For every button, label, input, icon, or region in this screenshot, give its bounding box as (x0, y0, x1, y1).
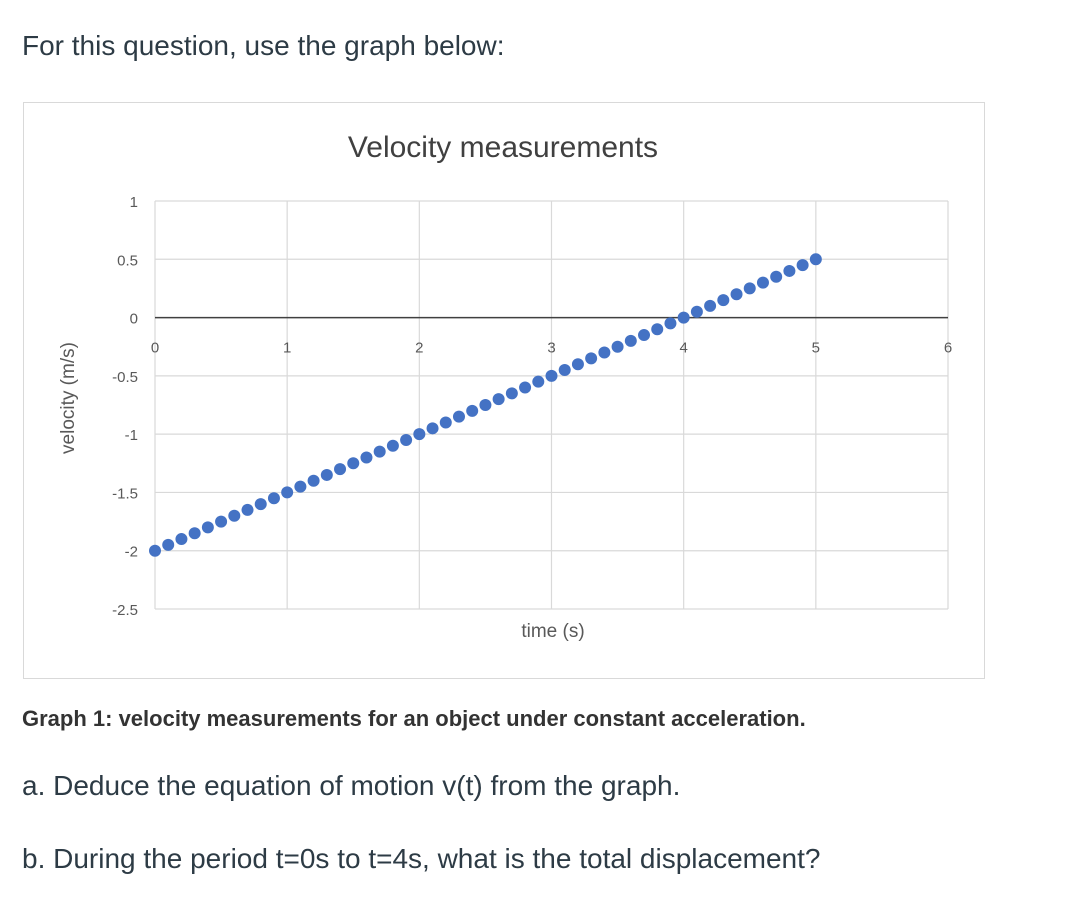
x-tick-label: 0 (151, 340, 159, 357)
y-tick-label: 0 (130, 311, 138, 328)
data-point (743, 282, 756, 295)
y-tick-label: 1 (130, 194, 138, 211)
data-point (571, 358, 584, 371)
velocity-chart: Velocity measurements 1 0.5 0 -0.5 -1 -1.5 -2 -… (58, 131, 952, 642)
data-point (717, 294, 730, 307)
data-point (215, 515, 228, 528)
data-point (638, 329, 651, 342)
data-point (254, 498, 267, 511)
data-point (201, 521, 214, 534)
y-tick-labels: 1 0.5 0 -0.5 -1 -1.5 -2 -2.5 (112, 194, 138, 619)
data-point (809, 253, 822, 266)
data-point (532, 375, 545, 388)
x-tick-label: 5 (812, 340, 820, 357)
x-axis-label: time (s) (521, 621, 584, 642)
data-point (373, 445, 386, 458)
x-tick-label: 2 (415, 340, 423, 357)
y-tick-label: -2 (125, 544, 138, 561)
data-points (149, 253, 822, 557)
data-point (347, 457, 360, 470)
question-b: b. During the period t=0s to t=4s, what … (22, 843, 821, 874)
data-point (228, 509, 241, 522)
data-point (651, 323, 664, 336)
grid-lines (154, 200, 949, 610)
y-tick-label: -1 (125, 427, 138, 444)
data-point (558, 364, 571, 377)
y-tick-label: -0.5 (112, 369, 138, 386)
data-point (730, 288, 743, 301)
data-point (690, 305, 703, 318)
data-point (796, 259, 809, 272)
data-point (519, 381, 532, 394)
intro-text: For this question, use the graph below: (22, 30, 505, 61)
question-a: a. Deduce the equation of motion v(t) fr… (22, 770, 681, 801)
data-point (386, 439, 399, 452)
data-point (545, 369, 558, 382)
x-tick-labels: 0 1 2 3 4 5 6 (151, 340, 952, 357)
data-point (704, 299, 717, 312)
data-point (505, 387, 518, 400)
y-tick-label: -2.5 (112, 602, 138, 619)
data-point (770, 270, 783, 283)
data-point (479, 399, 492, 411)
chart-container: Velocity measurements 1 0.5 0 -0.5 -1 -1.5 -2 -… (23, 102, 985, 679)
data-point (175, 533, 188, 546)
data-point (624, 334, 637, 347)
data-point (188, 527, 201, 540)
data-point (334, 463, 347, 476)
data-point (241, 503, 254, 516)
data-point (360, 451, 373, 464)
data-point (492, 393, 505, 406)
data-point (281, 486, 294, 499)
data-point (294, 480, 307, 493)
data-point (320, 468, 333, 481)
data-point (400, 433, 413, 446)
x-tick-label: 1 (283, 340, 291, 357)
data-point (664, 317, 677, 330)
x-tick-label: 4 (679, 340, 687, 357)
data-point (426, 422, 439, 435)
data-point (677, 311, 690, 324)
data-point (783, 264, 796, 277)
data-point (611, 340, 624, 353)
data-point (149, 544, 161, 557)
data-point (598, 346, 611, 359)
y-tick-label: 0.5 (117, 252, 138, 269)
y-axis-label: velocity (m/s) (58, 342, 79, 454)
x-tick-label: 3 (547, 340, 555, 357)
chart-title: Velocity measurements (348, 131, 658, 164)
graph-caption: Graph 1: velocity measurements for an ob… (22, 706, 806, 731)
data-point (307, 474, 320, 487)
data-point (413, 428, 426, 441)
data-point (585, 352, 598, 365)
data-point (452, 410, 465, 423)
data-point (162, 538, 175, 551)
data-point (439, 416, 452, 429)
data-point (466, 404, 479, 417)
x-tick-label: 6 (944, 340, 952, 357)
data-point (267, 492, 280, 505)
y-tick-label: -1.5 (112, 485, 138, 502)
data-point (756, 276, 769, 289)
